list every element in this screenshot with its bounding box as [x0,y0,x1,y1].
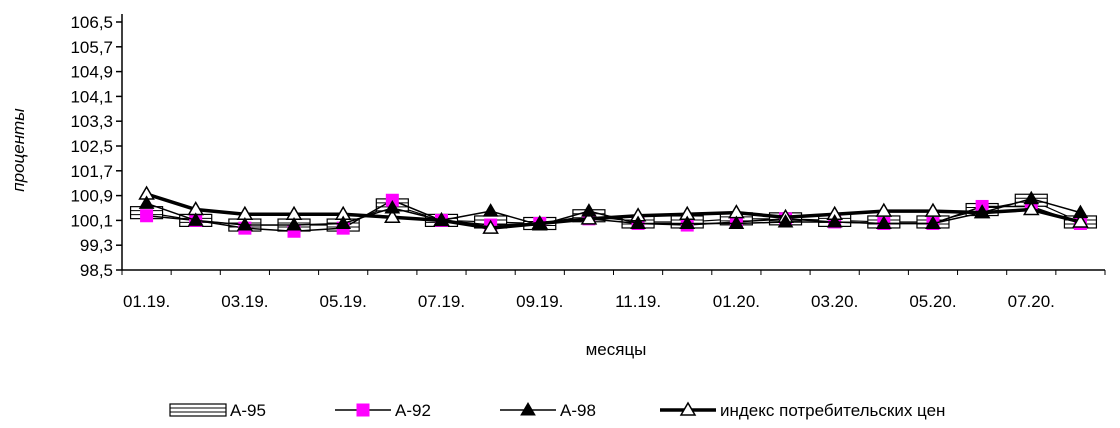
legend-marker [679,401,697,416]
legend-item: индекс потребительских цен [660,401,945,420]
legend-item: А-98 [500,401,596,420]
data-point [826,213,843,228]
legend-label: индекс потребительских цен [720,401,945,420]
x-tick-label: 01.19. [123,292,170,311]
legend: А-95 А-92 А-98 индекс потребительских цен [169,401,945,420]
y-tick-label: 101,7 [70,162,113,181]
series-line [146,197,1081,226]
y-tick-label: 104,9 [70,63,113,82]
x-axis-title: месяцы [586,340,647,359]
data-point [1072,204,1089,219]
data-point [384,208,401,224]
data-point [187,212,204,226]
y-axis-ticks: 106,5 105,7 104,9 104,1 103,3 102,5 101,7 100,9… [70,13,122,280]
x-axis-ticks: 01.19. 03.19. 05.19. 07.19. 09.19. 11.19. 01.2… [121,270,1106,311]
data-point [728,215,745,229]
legend-swatch [335,403,391,417]
series-layer [129,185,1098,238]
data-point [630,215,646,229]
legend-item: А-92 [335,401,431,420]
x-tick-label: 05.19. [320,292,367,311]
legend-item: А-95 [169,401,266,420]
data-point [237,217,253,231]
y-tick-label: 98,5 [80,261,113,280]
data-point [1023,190,1040,205]
axes [121,14,1105,271]
y-tick-label: 100,1 [70,211,113,230]
data-point [138,195,155,209]
legend-swatch [169,403,227,417]
y-axis-title: проценты [9,108,28,192]
x-tick-label: 03.19. [221,292,268,311]
legend-swatch [500,402,556,416]
x-tick-label: 09.19. [516,292,563,311]
legend-marker [356,403,370,417]
x-tick-label: 01.20. [713,292,760,311]
data-point [384,200,401,214]
data-point [1072,213,1089,228]
data-point [286,217,302,231]
y-tick-label: 99,3 [80,236,113,255]
legend-marker [520,402,536,416]
data-point [581,203,597,217]
y-tick-label: 105,7 [70,38,113,57]
data-point [875,215,892,229]
data-point [433,212,450,226]
y-tick-label: 102,5 [70,137,113,156]
y-tick-label: 106,5 [70,13,113,32]
data-point [140,209,154,223]
data-point [679,215,696,229]
legend-label: А-92 [395,401,431,420]
y-tick-label: 100,9 [70,187,113,206]
y-tick-label: 103,3 [70,112,113,131]
data-point [531,217,548,231]
x-tick-label: 07.20. [1008,292,1055,311]
x-tick-label: 11.19. [615,292,661,311]
data-point [482,203,499,217]
x-tick-label: 07.19. [418,292,465,311]
data-point [335,215,352,229]
series-3 [138,190,1089,231]
legend-label: А-95 [230,401,266,420]
data-point [482,219,499,234]
data-point [925,215,941,229]
data-point [974,204,990,219]
data-point [777,213,794,228]
legend-label: А-98 [560,401,596,420]
data-point [580,210,598,225]
legend-swatch [660,401,716,416]
y-tick-label: 104,1 [70,87,113,106]
data-point [1022,201,1040,216]
x-tick-label: 03.20. [811,292,858,311]
x-tick-label: 05.20. [909,292,956,311]
